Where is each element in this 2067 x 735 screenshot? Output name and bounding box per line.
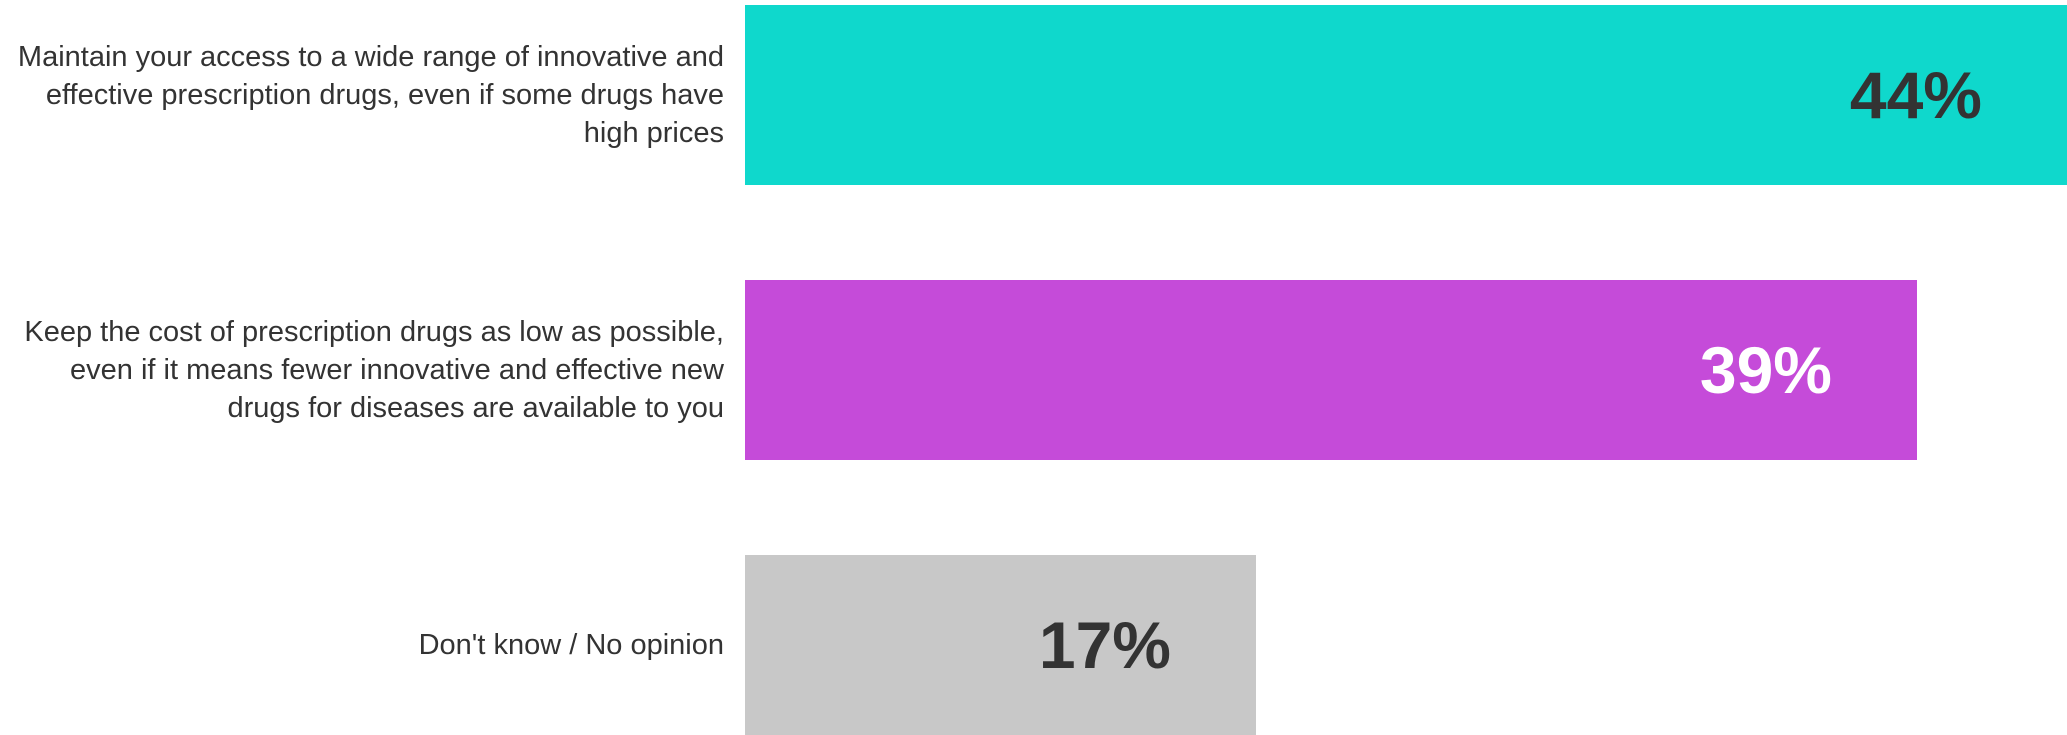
bar-row-2: Don't know / No opinion 17% bbox=[0, 555, 2067, 735]
bar-2 bbox=[745, 555, 1256, 735]
category-label-2: Don't know / No opinion bbox=[418, 629, 724, 661]
bar-row-1: Keep the cost of prescription drugs as l… bbox=[0, 280, 2067, 460]
category-label-0: Maintain your access to a wide range of … bbox=[17, 41, 724, 149]
bar-0 bbox=[745, 5, 2067, 185]
value-label-1: 39% bbox=[1699, 333, 1832, 407]
bar-row-0: Maintain your access to a wide range of … bbox=[0, 5, 2067, 185]
bar-1 bbox=[745, 280, 1917, 460]
value-label-0: 44% bbox=[1849, 58, 1982, 132]
category-label-1: Keep the cost of prescription drugs as l… bbox=[24, 316, 724, 424]
value-label-2: 17% bbox=[1038, 608, 1171, 682]
